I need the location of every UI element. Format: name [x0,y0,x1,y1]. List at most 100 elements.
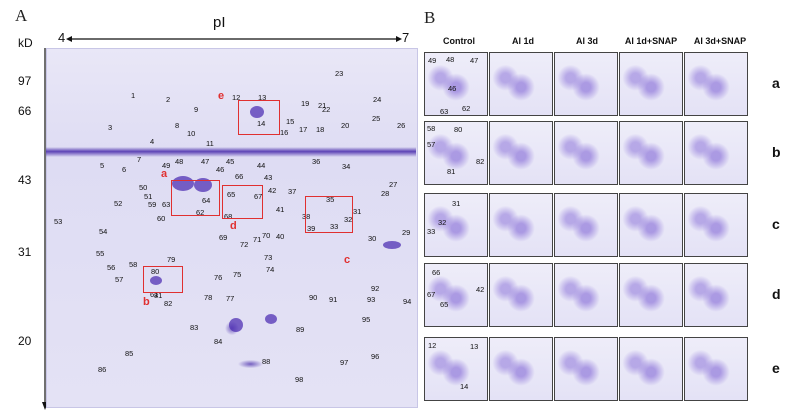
region-box-label-a: a [161,168,168,180]
spot-label: 42 [268,186,277,195]
spot-label: 30 [368,234,377,243]
cell-c-al-1d [489,193,553,257]
spot-label: 98 [295,375,304,384]
column-header-control: Control [443,36,475,46]
cell-b-control [424,121,488,185]
spot-label: 23 [335,69,344,78]
spot-label: 58 [129,260,138,269]
spot-label: 65 [227,190,236,199]
spot-label: 48 [175,157,184,166]
spot-label: 12 [232,93,241,102]
panel-letter-a: A [15,6,28,25]
spot-label: 33 [330,222,339,231]
control-spot-label: 42 [476,285,485,294]
spot-label: 61 [150,290,159,299]
kd-axis-label: kD [18,36,33,50]
control-spot-label: 47 [470,56,479,65]
control-spot-label: 81 [447,167,456,176]
spot-label: 59 [148,200,157,209]
cell-b-al-1d [489,121,553,185]
spot-label: 50 [139,183,148,192]
mw-marker-66: 66 [18,104,32,118]
spot-label: 56 [107,263,116,272]
spot-label: 76 [214,273,223,282]
spot-label: 13 [258,93,267,102]
cell-d-al-1d [489,263,553,327]
spot-label: 6 [122,165,127,174]
gel-spot [250,106,264,118]
spot-label: 74 [266,265,275,274]
spot-label: 36 [312,157,321,166]
spot-label: 88 [262,357,271,366]
spot-label: 93 [367,295,376,304]
spot-label: 78 [204,293,213,302]
spot-label: 43 [264,173,273,182]
ph-axis-arrow [66,36,402,42]
spot-label: 27 [389,180,398,189]
cell-c-control [424,193,488,257]
spot-label: 16 [280,128,289,137]
pi-axis-label: pI [213,14,226,31]
spot-label: 49 [162,161,171,170]
region-box-d [222,185,263,219]
cell-a-al-1d-snap [619,52,683,116]
spot-label: 46 [216,165,225,174]
region-box-c [305,196,353,233]
gel-spot [194,178,212,192]
2d-gel-image [46,48,418,408]
cell-c-al-3d [554,193,618,257]
gel-spot [172,176,194,191]
region-box-label-c: c [344,254,351,266]
spot-label: 14 [257,119,266,128]
spot-label: 79 [167,255,176,264]
cell-e-al-1d-snap [619,337,683,401]
control-spot-label: 14 [460,382,469,391]
spot-label: 7 [137,155,142,164]
spot-label: 63 [162,200,171,209]
spot-label: 64 [202,196,211,205]
mw-marker-20: 20 [18,334,32,348]
spot-label: 1 [131,91,136,100]
region-box-label-d: d [230,220,237,232]
gel-spot [229,318,243,332]
cell-d-al-1d-snap [619,263,683,327]
spot-label: 90 [309,293,318,302]
spot-label: 17 [299,125,308,134]
row-label-b: b [772,144,781,160]
column-header-al-1d: Al 1d [511,36,534,46]
spot-label: 5 [100,161,105,170]
spot-label: 34 [342,162,351,171]
cell-a-al-3d-snap [684,52,748,116]
spot-label: 15 [286,117,295,126]
spot-label: 73 [264,253,273,262]
spot-label: 4 [150,137,155,146]
spot-label: 37 [288,187,297,196]
spot-label: 68 [224,212,233,221]
cell-d-al-3d-snap [684,263,748,327]
spot-label: 40 [276,232,285,241]
spot-label: 69 [219,233,228,242]
spot-label: 31 [353,207,362,216]
cell-b-al-1d-snap [619,121,683,185]
cell-c-al-3d-snap [684,193,748,257]
control-spot-label: 31 [452,199,461,208]
spot-label: 94 [403,297,412,306]
control-spot-label: 32 [438,218,447,227]
spot-label: 25 [372,114,381,123]
spot-label: 91 [329,295,338,304]
spot-label: 66 [235,172,244,181]
spot-label: 38 [302,212,311,221]
ph-end-label: 7 [402,30,410,45]
cell-e-al-3d [554,337,618,401]
spot-label: 85 [125,349,134,358]
row-label-d: d [772,286,781,302]
spot-label: 53 [54,217,63,226]
spot-label: 20 [341,121,350,130]
control-spot-label: 57 [427,140,436,149]
mw-marker-43: 43 [18,173,32,187]
spot-label: 28 [381,189,390,198]
cell-e-control [424,337,488,401]
mw-marker-97: 97 [18,74,32,88]
spot-label: 81 [154,291,163,300]
spot-label: 26 [397,121,406,130]
